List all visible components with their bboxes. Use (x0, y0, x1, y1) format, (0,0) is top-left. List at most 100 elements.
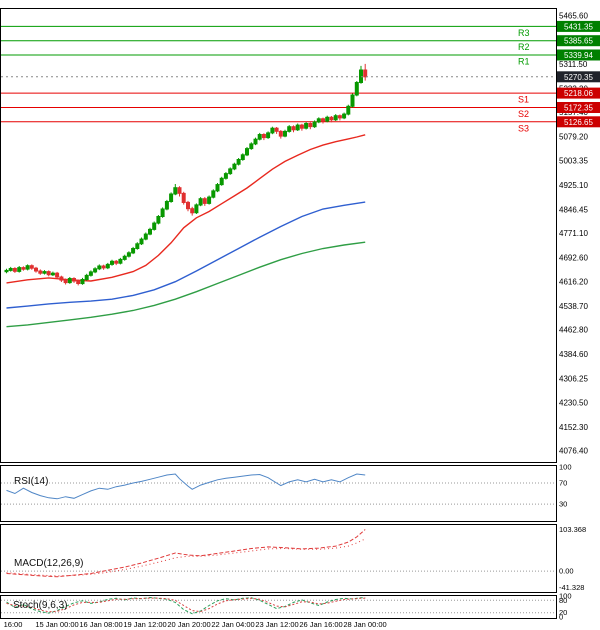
indicator-series (6, 529, 366, 578)
candle (342, 112, 347, 120)
candle (152, 221, 157, 231)
candle (93, 267, 98, 274)
candle (63, 278, 68, 285)
price-badge: 5270.35 (557, 71, 600, 83)
indicator-axis-label: 80 (559, 596, 567, 605)
svg-text:5218.06: 5218.06 (564, 89, 593, 98)
candle (21, 266, 26, 271)
svg-text:5431.35: 5431.35 (564, 22, 593, 31)
candle (240, 153, 245, 161)
candle (118, 257, 123, 265)
candle (232, 162, 237, 171)
indicator-panel: 100 70 30 (0, 463, 572, 522)
candle (359, 65, 363, 84)
indicator-series (6, 597, 366, 613)
candle (105, 262, 110, 270)
resistance-label: R2 (518, 42, 530, 52)
svg-text:5003.35: 5003.35 (559, 156, 588, 165)
indicator-axis-label: -41.328 (559, 583, 584, 592)
candle (80, 277, 85, 285)
candle (122, 254, 127, 261)
resistance-label: R3 (518, 28, 530, 38)
date-axis-label: 23 Jan 12:00 (255, 620, 298, 629)
support-label: S1 (518, 95, 529, 105)
support-label: S3 (518, 123, 529, 133)
candle (55, 271, 60, 279)
svg-text:4152.30: 4152.30 (559, 423, 588, 432)
candle (131, 246, 136, 255)
candle (354, 81, 359, 97)
indicator-series (6, 538, 366, 577)
candle (194, 203, 199, 214)
candle (228, 167, 233, 175)
candle (257, 132, 262, 141)
candle (17, 266, 22, 273)
pivot-levels: R3 R2 R1 S1 S2 S3 (1, 25, 556, 133)
price-axis: 5465.605311.505233.205157.405079.205003.… (557, 12, 600, 456)
svg-text:5126.65: 5126.65 (564, 118, 593, 127)
svg-text:4925.10: 4925.10 (559, 181, 588, 190)
candle (278, 130, 283, 139)
candle (29, 264, 34, 270)
indicator-axis-label: 70 (559, 479, 567, 488)
svg-text:4846.45: 4846.45 (559, 206, 588, 215)
candle (274, 127, 279, 134)
candle (156, 215, 161, 225)
candle (186, 200, 190, 212)
svg-text:4538.70: 4538.70 (559, 302, 588, 311)
candle (198, 197, 203, 207)
candle (219, 176, 224, 186)
candle (160, 207, 165, 218)
svg-text:5385.65: 5385.65 (564, 37, 593, 46)
ma-medium-blue (6, 201, 366, 309)
candle (97, 264, 102, 271)
price-badge: 5339.94 (557, 49, 600, 61)
candle (245, 147, 249, 157)
date-axis-label: 22 Jan 04:00 (211, 620, 254, 629)
candle (42, 270, 47, 275)
candle (261, 133, 266, 141)
candle (253, 137, 258, 146)
candle (4, 268, 9, 274)
svg-text:5465.60: 5465.60 (559, 12, 588, 21)
candlestick-series (4, 63, 368, 286)
svg-text:4230.50: 4230.50 (559, 398, 588, 407)
candle (190, 206, 195, 216)
candle (287, 125, 292, 133)
svg-text:4462.80: 4462.80 (559, 326, 588, 335)
indicator-axis-label: 0 (559, 612, 563, 621)
candle (291, 125, 296, 133)
candle (283, 129, 287, 138)
candle (8, 266, 13, 272)
candle (88, 270, 93, 277)
svg-text:4616.20: 4616.20 (559, 278, 588, 287)
candle (329, 116, 334, 123)
candle (67, 277, 72, 284)
candle (177, 186, 182, 197)
candle (135, 242, 140, 250)
date-axis-label: 28 Jan 00:00 (343, 620, 386, 629)
indicator-axis-label: 100 (559, 592, 572, 601)
candle (181, 191, 186, 205)
macd-indicator-label: MACD(12,26,9) (14, 558, 84, 569)
date-axis-label: 16:00 (4, 620, 23, 629)
candle (346, 104, 351, 116)
candle (126, 251, 131, 258)
candle (270, 126, 275, 135)
price-badge: 5431.35 (557, 20, 600, 32)
candle (215, 183, 220, 193)
stoch-indicator-label: Stoch(9,6,3) (13, 600, 68, 611)
svg-text:5311.50: 5311.50 (559, 60, 588, 69)
candle (139, 237, 144, 245)
candle (76, 279, 81, 286)
candle (325, 115, 330, 123)
rsi-indicator-label: RSI(14) (14, 476, 49, 487)
date-axis-label: 20 Jan 20:00 (167, 620, 210, 629)
date-axis-label: 15 Jan 00:00 (35, 620, 78, 629)
date-axis-label: 26 Jan 16:00 (299, 620, 342, 629)
indicator-axis-label: 30 (559, 500, 567, 509)
resistance-label: R1 (518, 57, 530, 67)
indicator-axis-label: 103.368 (559, 525, 586, 534)
